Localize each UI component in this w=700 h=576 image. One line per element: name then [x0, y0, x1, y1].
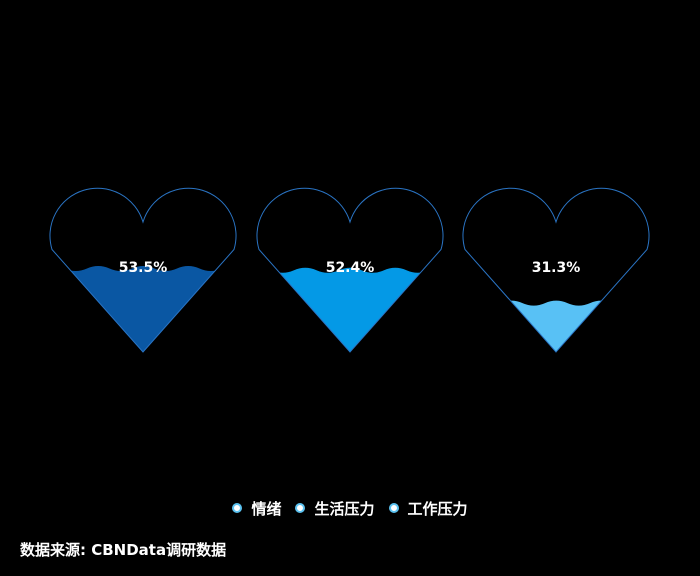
- liquid-fill: [455, 301, 680, 357]
- source-note: 数据来源: CBNData调研数据: [20, 539, 226, 560]
- legend-marker: [389, 503, 399, 513]
- legend-marker: [232, 503, 242, 513]
- legend: 情绪 生活压力 工作压力: [0, 496, 700, 520]
- value-label: 31.3%: [532, 260, 581, 276]
- liquid-fill: [249, 268, 474, 357]
- legend-item-life-pressure[interactable]: 生活压力: [295, 498, 374, 519]
- legend-label: 工作压力: [408, 498, 468, 519]
- legend-marker: [295, 503, 305, 513]
- heart-gauge[interactable]: 53.5%: [42, 188, 267, 357]
- heart-gauge[interactable]: 31.3%: [455, 188, 680, 357]
- legend-item-work-pressure[interactable]: 工作压力: [389, 498, 468, 519]
- legend-label: 情绪: [251, 498, 281, 519]
- legend-item-emotion[interactable]: 情绪: [232, 498, 281, 519]
- value-label: 52.4%: [326, 260, 375, 276]
- value-label: 53.5%: [119, 260, 168, 276]
- legend-label: 生活压力: [314, 498, 374, 519]
- heart-gauge[interactable]: 52.4%: [249, 188, 474, 357]
- liquid-fill: [42, 266, 267, 357]
